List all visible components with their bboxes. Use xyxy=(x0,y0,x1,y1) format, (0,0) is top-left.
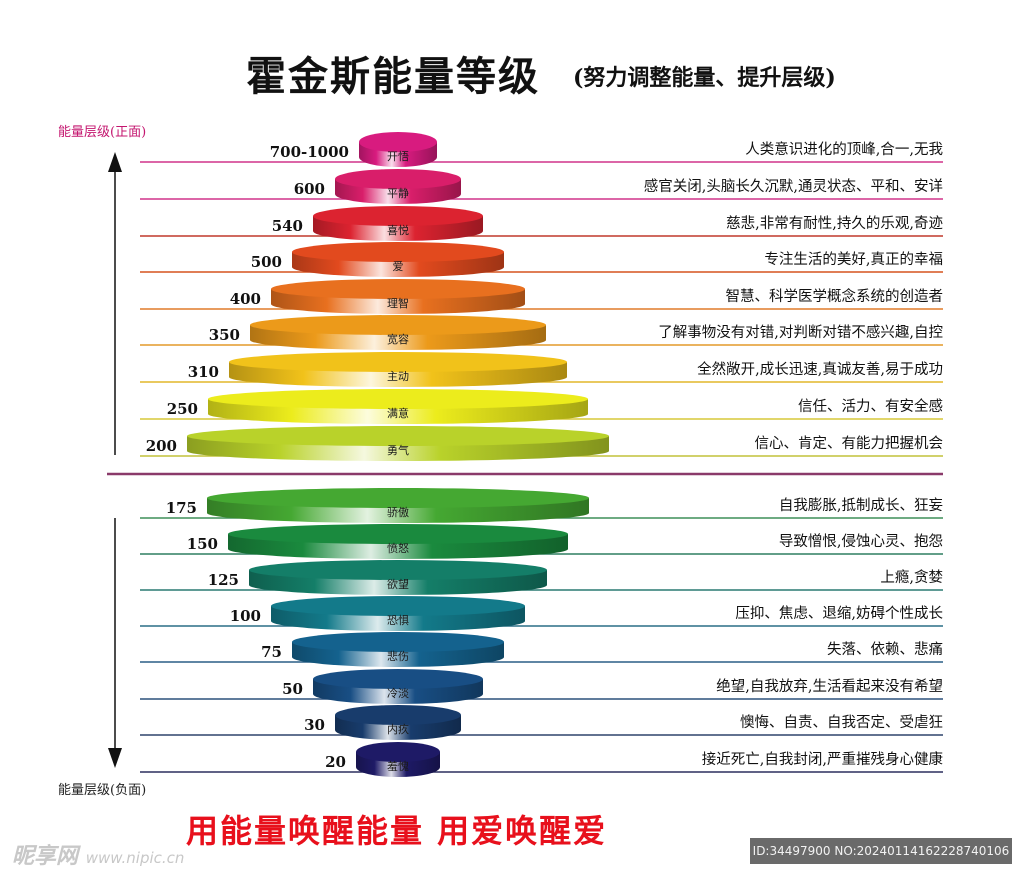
level-name: 满意 xyxy=(387,406,409,420)
level-description: 导致憎恨,侵蚀心灵、抱怨 xyxy=(779,532,943,550)
level-discs xyxy=(187,132,609,777)
level-disc xyxy=(271,279,525,314)
level-description: 感官关闭,头脑长久沉默,通灵状态、平和、安详 xyxy=(644,178,943,195)
watermark-id: ID:34497900 NO:20240114162228740106 xyxy=(750,838,1012,864)
level-value: 600 xyxy=(294,180,325,198)
level-name: 主动 xyxy=(387,370,409,383)
level-value: 50 xyxy=(282,680,303,698)
level-disc xyxy=(335,705,461,740)
level-name: 冷淡 xyxy=(387,687,409,700)
level-description: 压抑、焦虑、退缩,妨碍个性成长 xyxy=(735,605,943,622)
level-value: 100 xyxy=(230,607,261,625)
level-disc xyxy=(313,669,483,704)
level-disc xyxy=(208,389,588,424)
level-value: 310 xyxy=(188,363,219,381)
level-disc xyxy=(228,524,568,559)
level-disc xyxy=(271,596,525,631)
level-description: 自我膨胀,抵制成长、狂妄 xyxy=(779,497,943,514)
level-description: 信心、肯定、有能力把握机会 xyxy=(755,435,944,452)
level-disc xyxy=(335,169,461,204)
down-arrow-icon xyxy=(108,748,122,768)
level-name: 羞愧 xyxy=(387,759,409,773)
level-value: 200 xyxy=(146,437,177,455)
level-value: 20 xyxy=(325,753,346,771)
level-description: 慈悲,非常有耐性,持久的乐观,奇迹 xyxy=(726,215,943,232)
level-description: 接近死亡,自我封闭,严重摧残身心健康 xyxy=(702,751,943,768)
up-arrow-icon xyxy=(108,152,122,172)
level-name: 骄傲 xyxy=(387,505,409,519)
positive-axis-label: 能量层级(正面) xyxy=(58,125,147,140)
level-value: 540 xyxy=(272,217,303,235)
level-value: 30 xyxy=(304,716,325,734)
level-name: 宽容 xyxy=(387,332,409,346)
level-description: 失落、依赖、悲痛 xyxy=(827,641,943,658)
level-name: 勇气 xyxy=(387,443,409,457)
level-disc xyxy=(249,560,547,595)
level-name: 愤怒 xyxy=(387,541,409,555)
level-value: 700-1000 xyxy=(270,143,349,161)
page-title: 霍金斯能量等级 xyxy=(246,53,540,100)
level-disc xyxy=(356,742,440,777)
level-name: 内疚 xyxy=(387,722,409,736)
level-description: 智慧、科学医学概念系统的创造者 xyxy=(726,287,944,305)
level-disc xyxy=(207,488,589,523)
level-description: 专注生活的美好,真正的幸福 xyxy=(764,250,943,268)
level-value: 125 xyxy=(208,571,239,589)
level-disc xyxy=(229,352,567,387)
level-disc xyxy=(292,242,504,277)
level-value: 400 xyxy=(230,290,261,308)
level-value: 250 xyxy=(167,400,198,418)
level-disc xyxy=(313,206,483,241)
level-value: 75 xyxy=(261,643,282,661)
watermark-site-url: www.nipic.cn xyxy=(85,849,185,867)
level-name: 喜悦 xyxy=(387,223,409,237)
level-description: 上瘾,贪婪 xyxy=(880,569,943,586)
level-value: 175 xyxy=(166,499,197,517)
axis-arrows xyxy=(108,152,122,768)
level-name: 开悟 xyxy=(387,149,409,163)
level-name: 爱 xyxy=(393,260,404,273)
level-description: 全然敞开,成长迅速,真诚友善,易于成功 xyxy=(697,360,943,378)
level-name: 欲望 xyxy=(387,577,409,591)
level-name: 恐惧 xyxy=(387,613,409,627)
level-value: 350 xyxy=(209,326,240,344)
level-value: 150 xyxy=(187,535,218,553)
negative-axis-label: 能量层级(负面) xyxy=(58,783,147,798)
level-name: 悲伤 xyxy=(387,649,409,663)
watermark-site-name: 昵享网 xyxy=(12,844,79,869)
level-description: 绝望,自我放弃,生活看起来没有希望 xyxy=(716,678,943,695)
level-disc xyxy=(292,632,504,667)
level-description: 懊悔、自责、自我否定、受虐狂 xyxy=(740,714,943,731)
page-subtitle: (努力调整能量、提升层级) xyxy=(573,65,836,91)
level-description: 了解事物没有对错,对判断对错不感兴趣,自控 xyxy=(658,324,943,341)
level-disc xyxy=(250,315,546,350)
level-name: 平静 xyxy=(387,186,409,200)
slogan: 用能量唤醒能量 用爱唤醒爱 xyxy=(186,812,608,850)
level-value: 500 xyxy=(251,253,282,271)
watermark-logo: 昵享网 www.nipic.cn xyxy=(12,838,184,870)
level-disc xyxy=(187,426,609,461)
level-description: 信任、活力、有安全感 xyxy=(798,397,943,415)
level-disc xyxy=(359,132,437,167)
level-description: 人类意识进化的顶峰,合一,无我 xyxy=(745,140,943,158)
level-name: 理智 xyxy=(387,296,409,310)
